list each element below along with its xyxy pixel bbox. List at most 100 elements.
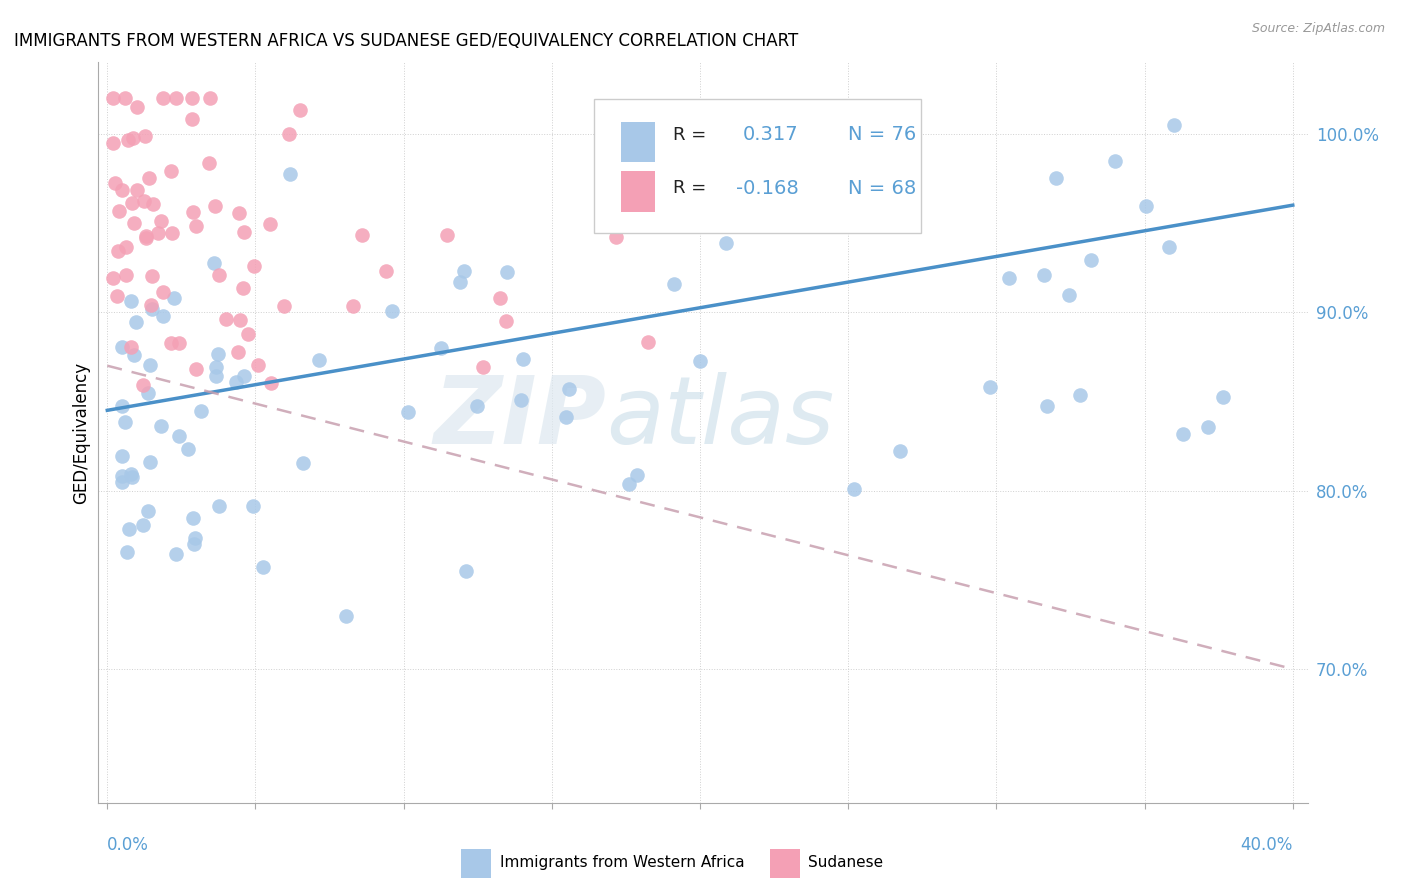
Point — [104, 176, 127, 190]
Point — [205, 368, 228, 383]
Point — [662, 277, 685, 291]
FancyBboxPatch shape — [461, 848, 492, 879]
Point — [1173, 427, 1195, 442]
Point — [453, 263, 475, 277]
Point — [163, 291, 186, 305]
Point — [198, 156, 221, 170]
Point — [125, 100, 148, 114]
Point — [132, 377, 155, 392]
Point — [183, 536, 205, 550]
Point — [149, 214, 172, 228]
Point — [1104, 153, 1126, 168]
Point — [335, 609, 357, 624]
Point — [111, 449, 134, 463]
Point — [169, 335, 191, 350]
Point — [124, 314, 146, 328]
Point — [136, 385, 159, 400]
Point — [152, 285, 174, 299]
Point — [111, 468, 134, 483]
Point — [208, 268, 231, 283]
Point — [273, 299, 295, 313]
Point — [111, 183, 134, 197]
Point — [454, 564, 477, 578]
Point — [242, 499, 264, 513]
Point — [375, 263, 398, 277]
Point — [689, 354, 711, 368]
Text: N = 68: N = 68 — [848, 178, 917, 198]
Point — [1033, 268, 1056, 282]
Point — [842, 482, 865, 496]
Point — [111, 475, 134, 489]
Point — [114, 415, 136, 429]
Text: Sudanese: Sudanese — [808, 855, 883, 870]
Point — [436, 227, 458, 242]
Point — [139, 455, 162, 469]
Point — [115, 268, 138, 282]
Point — [181, 205, 204, 219]
Point — [626, 467, 648, 482]
FancyBboxPatch shape — [621, 121, 655, 162]
Point — [509, 393, 531, 408]
Point — [605, 229, 627, 244]
Point — [252, 560, 274, 574]
Point — [204, 199, 226, 213]
Point — [716, 236, 738, 251]
Point — [107, 244, 129, 258]
Text: R =: R = — [672, 179, 711, 197]
Point — [181, 511, 204, 525]
Point — [232, 226, 254, 240]
Point — [184, 361, 207, 376]
Point — [118, 522, 141, 536]
Point — [122, 348, 145, 362]
Point — [243, 259, 266, 273]
Point — [141, 269, 163, 284]
Point — [132, 517, 155, 532]
Point — [114, 91, 136, 105]
Point — [233, 369, 256, 384]
Point — [472, 359, 495, 374]
FancyBboxPatch shape — [595, 99, 921, 233]
Text: 0.0%: 0.0% — [107, 836, 149, 855]
Point — [208, 500, 231, 514]
Point — [152, 310, 174, 324]
Point — [489, 291, 512, 305]
Point — [381, 303, 404, 318]
Point — [202, 256, 225, 270]
Point — [190, 404, 212, 418]
Point — [111, 340, 134, 354]
Text: 40.0%: 40.0% — [1240, 836, 1292, 855]
Text: -0.168: -0.168 — [735, 178, 799, 198]
FancyBboxPatch shape — [621, 171, 655, 212]
Point — [120, 293, 142, 308]
Point — [215, 312, 238, 326]
Point — [1059, 288, 1081, 302]
Point — [121, 470, 143, 484]
Point — [165, 547, 187, 561]
Point — [1197, 419, 1219, 434]
Point — [997, 271, 1019, 285]
Point — [449, 276, 471, 290]
Text: IMMIGRANTS FROM WESTERN AFRICA VS SUDANESE GED/EQUIVALENCY CORRELATION CHART: IMMIGRANTS FROM WESTERN AFRICA VS SUDANE… — [14, 32, 799, 50]
Point — [120, 467, 142, 481]
Point — [277, 127, 299, 141]
Point — [430, 341, 453, 355]
Point — [204, 359, 226, 374]
Point — [207, 347, 229, 361]
Point — [127, 183, 149, 197]
Point — [121, 195, 143, 210]
Point — [1212, 391, 1234, 405]
Point — [181, 112, 204, 126]
Text: Source: ZipAtlas.com: Source: ZipAtlas.com — [1251, 22, 1385, 36]
Point — [1163, 118, 1185, 132]
Point — [165, 91, 187, 105]
Text: ZIP: ZIP — [433, 372, 606, 464]
Point — [465, 399, 488, 413]
Point — [160, 226, 183, 240]
Point — [260, 376, 283, 390]
Point — [134, 128, 156, 143]
Point — [103, 271, 125, 285]
Point — [103, 136, 125, 150]
Point — [198, 91, 221, 105]
Point — [160, 163, 183, 178]
Point — [152, 91, 174, 105]
